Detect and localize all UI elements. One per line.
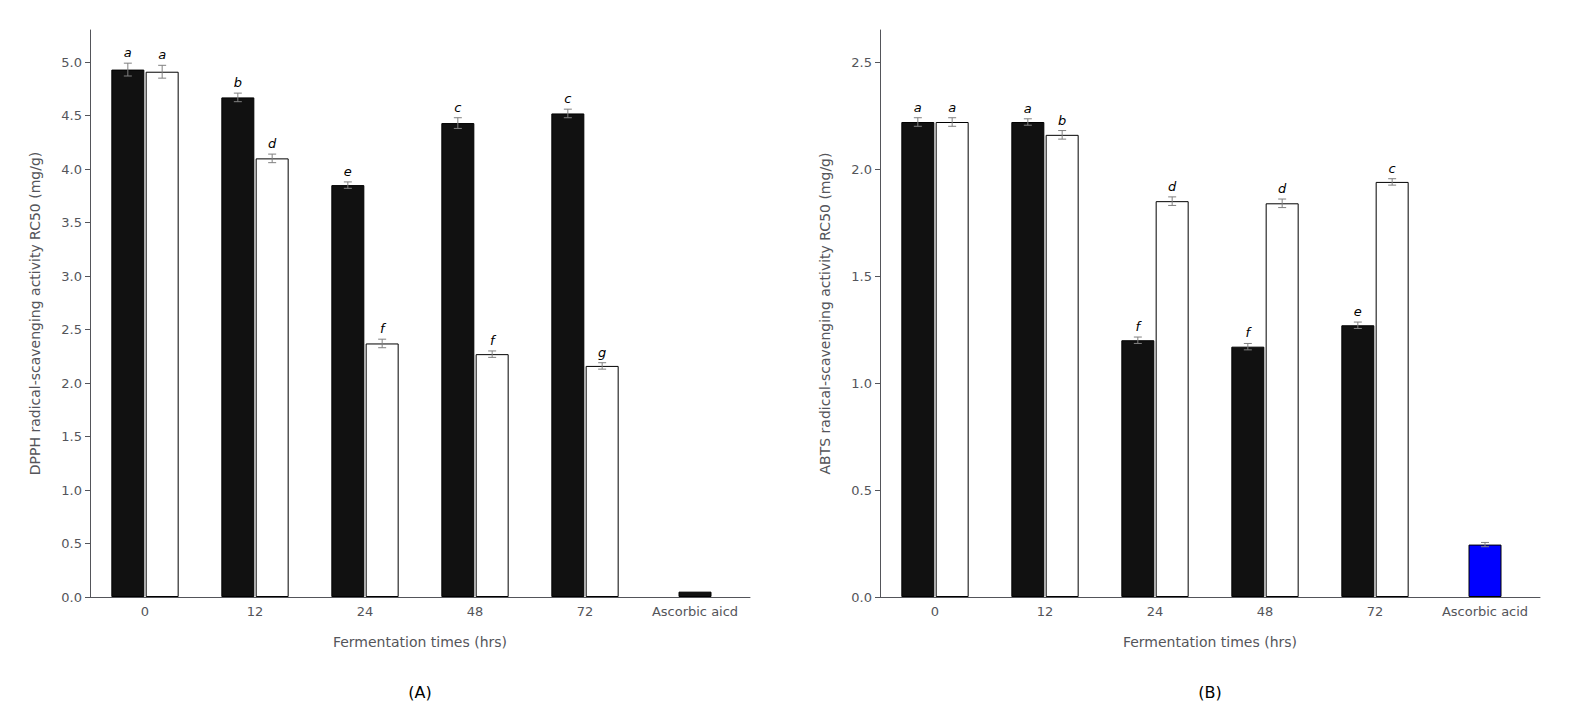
svg-text:f: f xyxy=(1136,319,1143,334)
svg-text:b: b xyxy=(1058,113,1066,128)
svg-text:d: d xyxy=(268,136,277,151)
svg-text:f: f xyxy=(1246,325,1253,340)
svg-text:f: f xyxy=(490,333,497,348)
svg-text:d: d xyxy=(1278,181,1287,196)
svg-text:2.0: 2.0 xyxy=(61,376,82,391)
svg-text:g: g xyxy=(598,345,606,360)
svg-text:72: 72 xyxy=(1367,604,1384,619)
svg-text:0.5: 0.5 xyxy=(61,536,82,551)
svg-text:b: b xyxy=(234,75,242,90)
svg-text:Fermentation times (hrs): Fermentation times (hrs) xyxy=(1123,634,1297,650)
svg-text:1.5: 1.5 xyxy=(851,269,872,284)
svg-text:48: 48 xyxy=(467,604,484,619)
svg-text:c: c xyxy=(564,91,571,106)
svg-text:f: f xyxy=(380,321,387,336)
svg-text:Fermentation times (hrs): Fermentation times (hrs) xyxy=(333,634,507,650)
svg-text:0.0: 0.0 xyxy=(61,590,82,605)
svg-text:c: c xyxy=(454,100,461,115)
svg-text:(B): (B) xyxy=(1198,683,1221,702)
svg-text:ABTS radical-scavenging activi: ABTS radical-scavenging activity RC50 (m… xyxy=(817,153,833,475)
svg-text:12: 12 xyxy=(1037,604,1054,619)
svg-text:48: 48 xyxy=(1257,604,1274,619)
svg-text:0.0: 0.0 xyxy=(851,590,872,605)
svg-text:Ascorbic acid: Ascorbic acid xyxy=(1442,604,1528,619)
svg-text:0: 0 xyxy=(141,604,149,619)
svg-text:e: e xyxy=(344,164,352,179)
svg-text:2.0: 2.0 xyxy=(851,162,872,177)
svg-text:a: a xyxy=(124,45,132,60)
svg-text:c: c xyxy=(1389,161,1396,176)
svg-text:d: d xyxy=(1168,179,1177,194)
svg-text:4.5: 4.5 xyxy=(61,108,82,123)
svg-text:1.0: 1.0 xyxy=(61,483,82,498)
svg-text:0.5: 0.5 xyxy=(851,483,872,498)
svg-text:5.0: 5.0 xyxy=(61,55,82,70)
svg-text:DPPH radical-scavenging activi: DPPH radical-scavenging activity RC50 (m… xyxy=(27,152,43,475)
svg-text:1.5: 1.5 xyxy=(61,429,82,444)
svg-text:2.5: 2.5 xyxy=(851,55,872,70)
svg-text:2.5: 2.5 xyxy=(61,322,82,337)
svg-text:0: 0 xyxy=(931,604,939,619)
svg-text:72: 72 xyxy=(577,604,594,619)
svg-text:a: a xyxy=(1024,101,1032,116)
svg-text:a: a xyxy=(914,100,922,115)
svg-text:3.0: 3.0 xyxy=(61,269,82,284)
svg-text:24: 24 xyxy=(1147,604,1164,619)
svg-text:a: a xyxy=(158,47,166,62)
svg-text:(A): (A) xyxy=(408,683,431,702)
svg-text:3.5: 3.5 xyxy=(61,215,82,230)
svg-text:12: 12 xyxy=(247,604,264,619)
svg-text:a: a xyxy=(948,100,956,115)
svg-text:4.0: 4.0 xyxy=(61,162,82,177)
svg-text:1.0: 1.0 xyxy=(851,376,872,391)
svg-text:e: e xyxy=(1354,304,1362,319)
svg-text:Ascorbic aicd: Ascorbic aicd xyxy=(652,604,738,619)
svg-text:24: 24 xyxy=(357,604,374,619)
